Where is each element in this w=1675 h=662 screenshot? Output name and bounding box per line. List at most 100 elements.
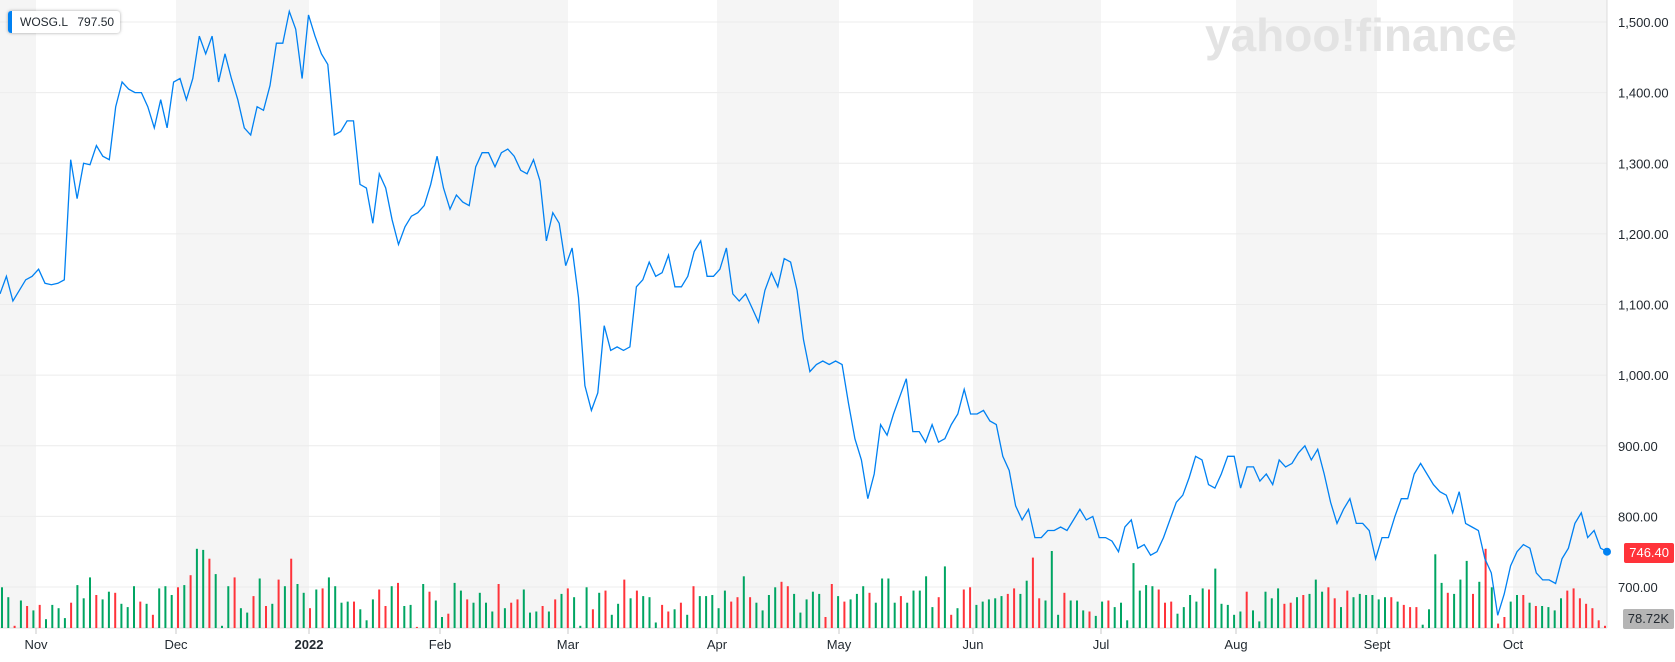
legend-box[interactable]: WOSG.L 797.50 [8,11,121,33]
volume-bar [76,585,79,628]
price-line[interactable] [0,9,1608,616]
y-tick-label: 1,000.00 [1618,368,1669,383]
volume-bar [510,602,513,628]
volume-bar [843,601,846,628]
volume-bar [1063,592,1066,628]
volume-bar [1252,610,1254,628]
volume-bar [881,578,884,628]
volume-bar [189,575,192,628]
volume-bar [371,599,374,628]
volume-bar [290,558,293,628]
volume-bar [855,593,858,628]
month-band [973,0,1101,628]
volume-bar [1314,579,1317,628]
volume-bar [1050,551,1053,628]
volume-bar [654,622,657,628]
volume-bar [1503,617,1506,628]
y-tick-label: 700.00 [1618,580,1658,595]
volume-bar [1094,615,1097,628]
volume-bar [51,604,54,628]
volume-bar [711,595,714,628]
volume-bar [1195,601,1198,628]
volume-bar [1516,595,1518,628]
volume-bar [38,604,41,628]
y-tick-label: 1,200.00 [1618,227,1669,242]
volume-bar [1270,598,1273,628]
volume-bar [962,589,965,628]
volume-bar [906,602,909,628]
volume-bar [1145,585,1148,628]
volume-bar [849,599,852,628]
volume-bar [459,590,462,628]
volume-bar [365,620,368,628]
volume-bar [805,599,808,628]
volume-bar [516,599,519,628]
volume-bar [497,584,500,628]
x-tick-label: May [827,637,852,652]
volume-bar [258,578,261,628]
volume-bar [1006,593,1009,628]
volume-bar [1490,587,1493,628]
volume-bar [277,579,280,628]
month-band [1513,0,1607,628]
volume-bar [1138,590,1141,628]
volume-bar [610,614,613,628]
volume-bar [786,586,789,628]
volume-bar [1157,589,1160,628]
grid-lines [0,0,1608,629]
month-band [440,0,568,628]
volume-bar [89,577,91,628]
volume-bar [221,625,223,628]
last-volume-label: 78.72K [1622,609,1674,629]
volume-bar [1333,598,1336,628]
volume-bar [1509,601,1512,628]
volume-bar [390,586,393,628]
volume-bar [26,606,29,628]
volume-bar [1,587,3,628]
volume-bar [453,582,456,628]
volume-bar [1453,593,1456,628]
volume-bar [1308,593,1311,628]
volume-bar [82,598,85,628]
volume-bar [95,595,98,628]
volume-bar [1572,588,1575,628]
volume-bar [730,601,733,628]
volume-bar [1560,598,1562,628]
y-tick-label: 800.00 [1618,509,1658,524]
volume-bar [723,590,726,628]
month-band [1236,0,1377,628]
volume-bar [1182,607,1185,628]
volume-bar [1497,623,1500,628]
volume-bar [133,586,135,628]
volume-bar [579,625,582,628]
y-axis: 700.00 800.00 900.00 1,000.00 1,100.00 1,200.… [1618,15,1669,595]
volume-bar [1088,611,1091,628]
volume-bar [629,598,632,628]
volume-bar [837,596,840,628]
volume-bar [661,604,664,628]
volume-bar [1358,593,1361,628]
volume-bar [1214,568,1217,628]
volume-bar [1585,603,1588,628]
volume-bar [321,588,324,628]
volume-bar [918,590,921,628]
volume-bar [1126,620,1129,628]
volume-bar [441,617,443,628]
volume-bar [359,609,362,628]
volume-bar [554,599,557,628]
volume-bar [1604,625,1606,628]
volume-bar [246,612,249,628]
volume-bar [466,599,469,628]
volume-bar [353,601,355,628]
volume-bar [202,549,205,628]
volume-bar [120,603,123,628]
volume-bar [1371,595,1374,628]
volume-bar [1528,602,1531,628]
volume-bar [635,590,638,628]
volume-bar [13,625,16,628]
x-tick-label: Sept [1364,637,1391,652]
volume-bar [1402,604,1405,628]
volume-bar [761,610,764,628]
